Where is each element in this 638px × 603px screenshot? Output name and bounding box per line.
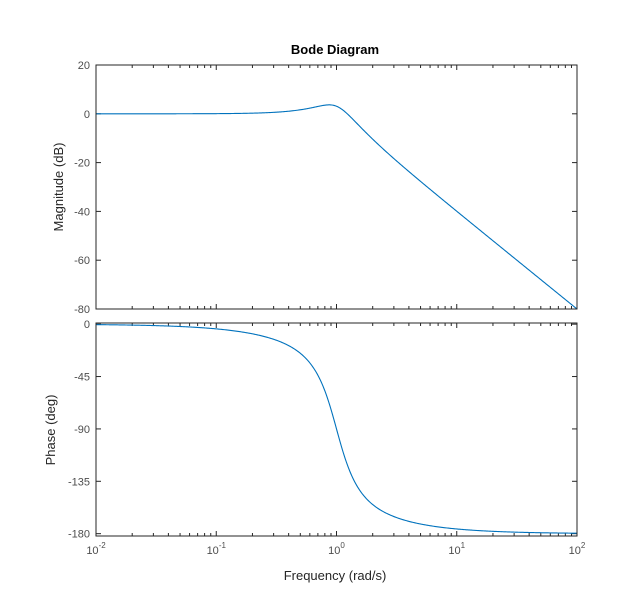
x-tick-label: 100 [328, 541, 345, 557]
y-tick-label: -135 [68, 476, 90, 488]
y-tick-label: 0 [84, 109, 90, 121]
magnitude-axes-box [95, 64, 578, 310]
magnitude-plot-area [96, 65, 577, 309]
y-tick-label: -20 [74, 158, 90, 170]
phase-panel: 0 -45 -90 -135 -180 [68, 319, 578, 541]
phase-series-line [96, 324, 577, 534]
y-tick-label: -45 [74, 372, 90, 384]
y-tick-label: -90 [74, 424, 90, 436]
phase-axis-label: Phase (deg) [43, 395, 58, 466]
y-tick-label: 20 [78, 60, 90, 72]
phase-axes-box [95, 322, 578, 537]
frequency-axis-label: Frequency (rad/s) [284, 568, 387, 583]
x-tick-label: 101 [448, 541, 465, 557]
y-tick-label: -60 [74, 255, 90, 267]
y-tick-label: -40 [74, 206, 90, 218]
y-tick-label: 0 [84, 319, 90, 331]
x-tick-label: 10-1 [207, 541, 227, 557]
magnitude-series-line [96, 104, 577, 309]
y-tick-label: -180 [68, 529, 90, 541]
x-tick-label: 102 [569, 541, 586, 557]
magnitude-axis-label: Magnitude (dB) [51, 143, 66, 232]
x-tick-label: 10-2 [86, 541, 106, 557]
chart-title: Bode Diagram [291, 42, 379, 57]
y-tick-label: -80 [74, 304, 90, 316]
magnitude-panel: 20 0 -20 -40 -60 -80 [74, 60, 578, 316]
